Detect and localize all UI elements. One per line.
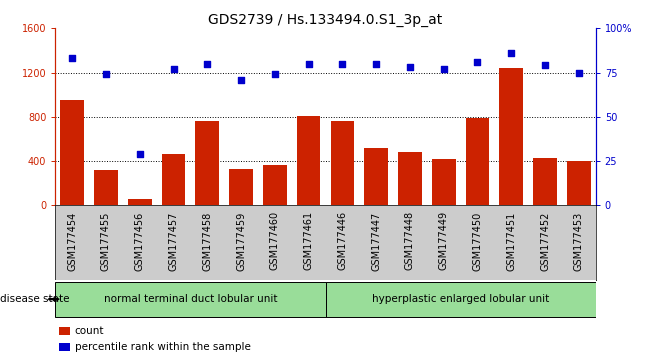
Point: [202, 61, 212, 67]
Bar: [398, 152, 422, 205]
Text: GSM177454: GSM177454: [67, 211, 77, 270]
Bar: [499, 68, 523, 205]
Text: count: count: [75, 326, 104, 336]
Bar: [55, 282, 325, 316]
Point: [439, 66, 449, 72]
Point: [67, 56, 77, 61]
Text: GSM177448: GSM177448: [405, 211, 415, 270]
Point: [540, 63, 550, 68]
Bar: [567, 161, 590, 205]
Bar: [533, 158, 557, 205]
Point: [236, 77, 246, 82]
Text: GSM177447: GSM177447: [371, 211, 381, 270]
Text: GSM177453: GSM177453: [574, 211, 584, 270]
Text: GSM177452: GSM177452: [540, 211, 550, 271]
Text: GSM177461: GSM177461: [303, 211, 314, 270]
Text: hyperplastic enlarged lobular unit: hyperplastic enlarged lobular unit: [372, 294, 549, 304]
Bar: [128, 199, 152, 205]
Bar: [161, 154, 186, 205]
Bar: [465, 118, 490, 205]
Text: GSM177451: GSM177451: [506, 211, 516, 270]
Bar: [94, 170, 118, 205]
Text: percentile rank within the sample: percentile rank within the sample: [75, 342, 251, 352]
Text: GSM177450: GSM177450: [473, 211, 482, 270]
Text: GSM177457: GSM177457: [169, 211, 178, 271]
Text: disease state: disease state: [0, 294, 70, 304]
Text: GSM177460: GSM177460: [270, 211, 280, 270]
Point: [169, 66, 179, 72]
Point: [101, 72, 111, 77]
Text: GSM177459: GSM177459: [236, 211, 246, 270]
Bar: [263, 166, 286, 205]
Bar: [365, 148, 388, 205]
Bar: [331, 121, 354, 205]
Point: [506, 50, 516, 56]
Bar: [195, 121, 219, 205]
Point: [270, 72, 280, 77]
Text: GSM177456: GSM177456: [135, 211, 145, 270]
Point: [303, 61, 314, 67]
Text: GSM177455: GSM177455: [101, 211, 111, 271]
Bar: [326, 282, 596, 316]
Bar: [297, 116, 320, 205]
Point: [371, 61, 381, 67]
Point: [135, 151, 145, 157]
Title: GDS2739 / Hs.133494.0.S1_3p_at: GDS2739 / Hs.133494.0.S1_3p_at: [208, 13, 443, 27]
Point: [574, 70, 584, 75]
Bar: [229, 169, 253, 205]
Point: [405, 64, 415, 70]
Bar: [61, 100, 84, 205]
Text: GSM177449: GSM177449: [439, 211, 449, 270]
Point: [337, 61, 348, 67]
Bar: [432, 159, 456, 205]
Text: GSM177446: GSM177446: [337, 211, 348, 270]
Text: normal terminal duct lobular unit: normal terminal duct lobular unit: [104, 294, 277, 304]
Point: [472, 59, 482, 65]
Text: GSM177458: GSM177458: [202, 211, 212, 270]
